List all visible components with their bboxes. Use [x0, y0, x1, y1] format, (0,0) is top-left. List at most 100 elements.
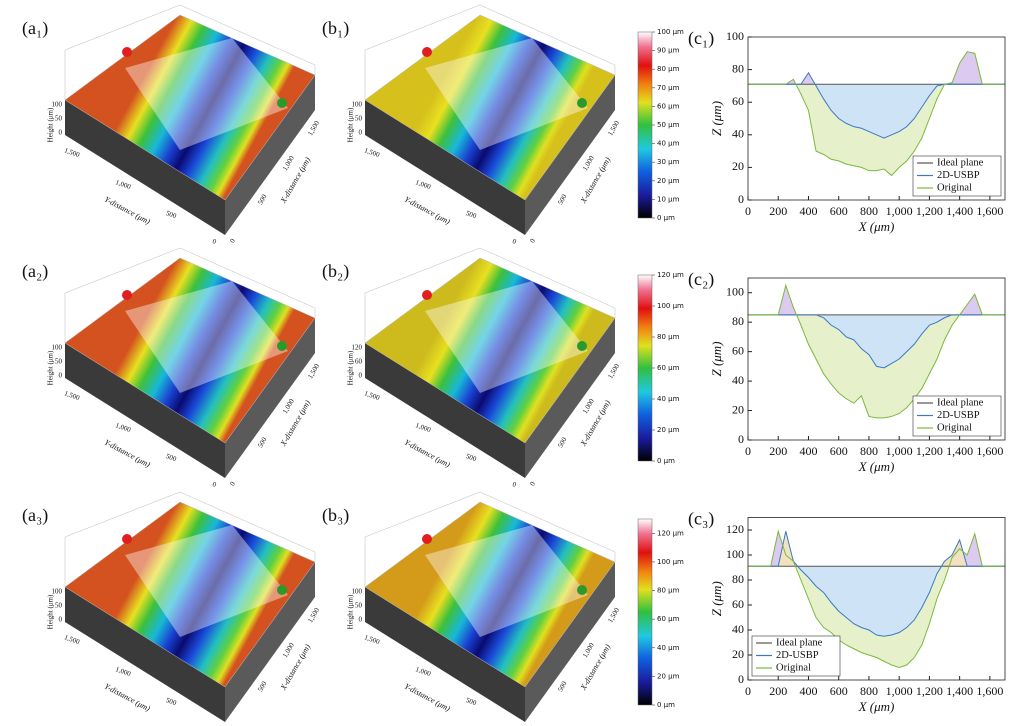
z-tick-label: 50	[55, 115, 63, 123]
z-tick-label: 120	[352, 344, 363, 352]
surface-side	[365, 587, 525, 722]
red-marker	[422, 290, 432, 300]
z-tick-label: 100	[52, 588, 63, 596]
y-tick-label: 1,000	[414, 421, 432, 434]
legend-label: Ideal plane	[776, 637, 823, 648]
x-tick-label: 1,000	[581, 154, 596, 172]
x-tick-label: 1,200	[916, 684, 943, 698]
x-tick-label: 0	[528, 237, 537, 244]
x-tick-label: 800	[860, 444, 878, 458]
y-tick-label: 0	[738, 192, 744, 206]
y-tick-label: 0	[511, 480, 517, 489]
red-marker	[122, 290, 132, 300]
colorbar-tick-label: 120 μm	[657, 271, 684, 279]
x-tick-label: 500	[256, 436, 268, 450]
y-tick-label: 1,500	[63, 146, 81, 159]
colorbar-tick-label: 40 μm	[657, 644, 680, 652]
bounding-box	[364, 491, 616, 587]
x-tick-label: 1,600	[976, 204, 1003, 218]
y-tick-label: 60	[732, 94, 744, 108]
series-line	[748, 529, 1005, 669]
y-tick-label: 40	[732, 127, 744, 141]
area-fill-above	[748, 531, 1005, 567]
y-tick-label: 1,500	[363, 389, 381, 402]
z-axis-label: Height (μm)	[347, 594, 355, 629]
z-tick-label: 0	[59, 372, 63, 380]
series-line	[748, 283, 1005, 419]
x-axis-label: X (μm)	[858, 459, 895, 474]
surface-side	[365, 100, 525, 235]
x-tick-label: 1,400	[946, 204, 973, 218]
plot-frame	[747, 517, 1006, 681]
x-tick-label: 500	[556, 680, 568, 694]
y-tick-label: 1,000	[114, 178, 132, 191]
y-tick-label: 1,500	[63, 389, 81, 402]
z-tick-label: 50	[355, 115, 363, 123]
colorbar-tick-label: 80 μm	[657, 65, 680, 73]
series-line	[748, 71, 1005, 139]
y-tick-label: 0	[211, 480, 217, 489]
x-tick-label: 600	[830, 204, 848, 218]
colorbar-tick-label: 50 μm	[657, 121, 680, 129]
y-tick-label: 1,500	[63, 633, 81, 646]
y-tick-label: 80	[732, 61, 744, 75]
x-tick-label: 500	[256, 193, 268, 207]
z-tick-label: 50	[55, 602, 63, 610]
z-axis-label: Height (μm)	[47, 107, 55, 142]
bounding-box	[364, 247, 616, 343]
x-tick-label: 600	[830, 684, 848, 698]
surface-side	[65, 343, 225, 478]
x-tick-label: 500	[556, 436, 568, 450]
series-line	[748, 314, 1005, 369]
x-tick-label: 200	[769, 204, 787, 218]
panel-label: (a₂)	[22, 261, 48, 282]
x-tick-label: 1,000	[281, 154, 296, 172]
colorbar	[637, 518, 653, 706]
y-tick-label: 1,000	[414, 178, 432, 191]
panel-label: (b₃)	[322, 505, 349, 526]
y-axis-label: Y-distance (μm)	[103, 438, 152, 470]
green-marker	[577, 98, 587, 108]
panel-label: (c₁)	[688, 28, 714, 49]
y-tick-label: 1,000	[114, 665, 132, 678]
x-tick-label: 0	[228, 237, 237, 244]
colorbar-tick-label: 80 μm	[657, 333, 680, 341]
surface-side	[525, 318, 615, 478]
legend-label: Original	[937, 182, 972, 193]
x-tick-label: 1,200	[916, 444, 943, 458]
reference-plane	[125, 281, 288, 393]
surface-side	[525, 562, 615, 722]
green-marker	[277, 341, 287, 351]
z-tick-label: 0	[59, 129, 63, 137]
z-tick-label: 0	[59, 616, 63, 624]
y-tick-label: 20	[732, 647, 744, 661]
y-axis-label: Y-distance (μm)	[103, 195, 152, 227]
x-tick-label: 1,000	[886, 444, 913, 458]
red-marker	[122, 47, 132, 57]
z-axis-label: Height (μm)	[47, 594, 55, 629]
colorbar-tick-label: 80 μm	[657, 587, 680, 595]
colorbar-tick-label: 0 μm	[657, 214, 675, 222]
x-tick-label: 1,000	[581, 397, 596, 415]
y-tick-label: 1,500	[363, 146, 381, 159]
y-axis-label: Y-distance (μm)	[103, 682, 152, 714]
x-tick-label: 0	[745, 684, 751, 698]
panel-label: (c₂)	[688, 269, 714, 290]
y-tick-label: 20	[732, 402, 744, 416]
x-tick-label: 1,500	[306, 119, 321, 137]
x-tick-label: 1,500	[606, 362, 621, 380]
y-axis-label: Z (μm)	[709, 341, 724, 376]
y-axis-label: Y-distance (μm)	[403, 195, 452, 227]
surface-side	[225, 75, 315, 235]
x-tick-label: 0	[745, 444, 751, 458]
y-tick-label: 80	[732, 314, 744, 328]
colorbar-tick-label: 100 μm	[657, 28, 684, 36]
colorbar-tick-label: 20 μm	[657, 426, 680, 434]
y-axis-label: Y-distance (μm)	[403, 682, 452, 714]
y-tick-label: 500	[165, 452, 178, 463]
reference-plane	[125, 38, 288, 150]
colorbar-tick-label: 40 μm	[657, 395, 680, 403]
z-tick-label: 0	[359, 372, 363, 380]
y-tick-label: 500	[165, 696, 178, 707]
y-tick-label: 500	[165, 209, 178, 220]
